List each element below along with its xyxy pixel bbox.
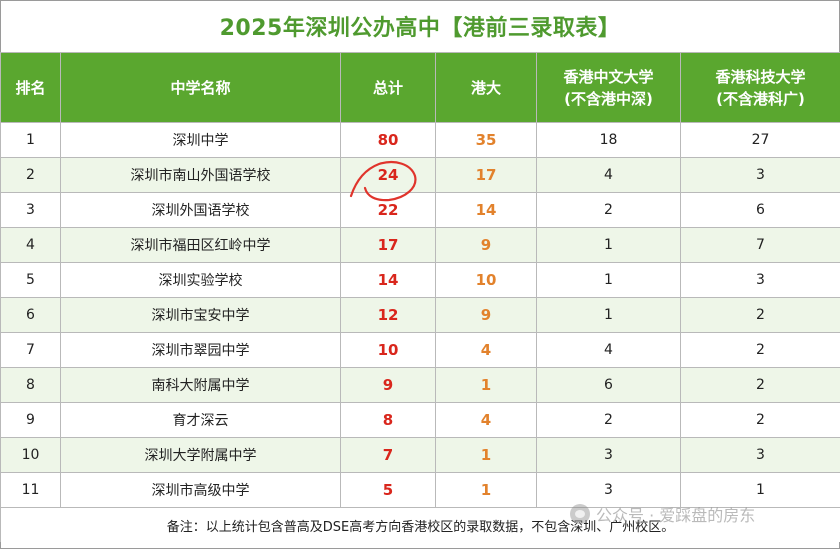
header-row: 排名 中学名称 总计 港大 香港中文大学 (不含港中深) 香港科技大学 (不含港… [0,52,840,123]
hkust-cell: 2 [680,367,840,403]
header-cuhk-line2: (不含港中深) [564,89,653,108]
cuhk-cell: 1 [536,262,681,298]
table-title: 2025年深圳公办高中【港前三录取表】 [219,16,621,41]
school-name-cell: 深圳市翠园中学 [60,332,341,368]
hkust-cell: 2 [680,297,840,333]
rank-cell: 3 [0,192,61,228]
total-cell: 10 [340,332,436,368]
rank-cell: 9 [0,402,61,438]
total-cell: 24 [340,157,436,193]
table-row: 10 深圳大学附属中学 7 1 3 3 [0,437,840,473]
hkust-cell: 27 [680,122,840,158]
cuhk-cell: 1 [536,297,681,333]
school-name-cell: 深圳实验学校 [60,262,341,298]
rank-cell: 10 [0,437,61,473]
hku-cell: 1 [435,367,537,403]
header-school: 中学名称 [60,52,341,123]
cuhk-cell: 4 [536,332,681,368]
header-hkust-line1: 香港科技大学 [715,67,806,86]
header-total: 总计 [340,52,436,123]
hkust-cell: 3 [680,437,840,473]
table-row: 8 南科大附属中学 9 1 6 2 [0,367,840,403]
hkust-cell: 1 [680,472,840,508]
total-cell: 17 [340,227,436,263]
school-name-cell: 深圳市宝安中学 [60,297,341,333]
school-name-cell: 深圳市福田区红岭中学 [60,227,341,263]
rank-cell: 5 [0,262,61,298]
hku-cell: 4 [435,332,537,368]
wechat-icon [570,504,590,524]
rank-cell: 11 [0,472,61,508]
header-rank: 排名 [0,52,61,123]
hku-cell: 9 [435,297,537,333]
hku-cell: 14 [435,192,537,228]
school-name-cell: 育才深云 [60,402,341,438]
rank-cell: 1 [0,122,61,158]
hkust-cell: 6 [680,192,840,228]
cuhk-cell: 3 [536,472,681,508]
total-cell: 12 [340,297,436,333]
hkust-cell: 3 [680,262,840,298]
hkust-cell: 7 [680,227,840,263]
table-row: 4 深圳市福田区红岭中学 17 9 1 7 [0,227,840,263]
hku-cell: 10 [435,262,537,298]
cuhk-cell: 18 [536,122,681,158]
school-name-cell: 深圳市高级中学 [60,472,341,508]
total-cell: 80 [340,122,436,158]
header-hkust-line2: (不含港科广) [716,89,805,108]
header-hku: 港大 [435,52,537,123]
cuhk-cell: 1 [536,227,681,263]
hku-cell: 1 [435,437,537,473]
rank-cell: 7 [0,332,61,368]
hku-cell: 17 [435,157,537,193]
school-name-cell: 深圳市南山外国语学校 [60,157,341,193]
table-row: 11 深圳市高级中学 5 1 3 1 [0,472,840,508]
rank-cell: 2 [0,157,61,193]
school-name-cell: 深圳中学 [60,122,341,158]
cuhk-cell: 3 [536,437,681,473]
watermark: 公众号 · 爱踩盘的房东 [570,502,755,526]
table-body: 1 深圳中学 80 35 18 27 2 深圳市南山外国语学校 24 17 4 3 3 深圳外国语学校 22… [0,122,840,508]
table-row: 5 深圳实验学校 14 10 1 3 [0,262,840,298]
table-row: 7 深圳市翠园中学 10 4 4 2 [0,332,840,368]
school-name-cell: 深圳外国语学校 [60,192,341,228]
hku-cell: 1 [435,472,537,508]
table-row: 9 育才深云 8 4 2 2 [0,402,840,438]
total-cell: 22 [340,192,436,228]
table-row: 2 深圳市南山外国语学校 24 17 4 3 [0,157,840,193]
table-row: 3 深圳外国语学校 22 14 2 6 [0,192,840,228]
total-cell: 5 [340,472,436,508]
cuhk-cell: 4 [536,157,681,193]
rank-cell: 4 [0,227,61,263]
table-note: 备注：以上统计包含普高及DSE高考方向香港校区的录取数据，不包含深圳、广州校区。 [0,507,840,542]
total-cell: 8 [340,402,436,438]
table-row: 6 深圳市宝安中学 12 9 1 2 [0,297,840,333]
watermark-text: 公众号 · 爱踩盘的房东 [596,506,756,525]
header-hkust: 香港科技大学 (不含港科广) [680,52,840,123]
hku-cell: 35 [435,122,537,158]
school-name-cell: 深圳大学附属中学 [60,437,341,473]
header-cuhk-line1: 香港中文大学 [563,67,654,86]
cuhk-cell: 2 [536,192,681,228]
admission-table: 排名 中学名称 总计 港大 香港中文大学 (不含港中深) 香港科技大学 (不含港… [0,52,840,542]
total-cell: 7 [340,437,436,473]
hkust-cell: 2 [680,332,840,368]
school-name-cell: 南科大附属中学 [60,367,341,403]
hku-cell: 9 [435,227,537,263]
note-row: 备注：以上统计包含普高及DSE高考方向香港校区的录取数据，不包含深圳、广州校区。 [0,507,840,542]
hku-cell: 4 [435,402,537,438]
header-cuhk: 香港中文大学 (不含港中深) [536,52,681,123]
rank-cell: 8 [0,367,61,403]
cuhk-cell: 6 [536,367,681,403]
hkust-cell: 3 [680,157,840,193]
cuhk-cell: 2 [536,402,681,438]
table-row: 1 深圳中学 80 35 18 27 [0,122,840,158]
hkust-cell: 2 [680,402,840,438]
rank-cell: 6 [0,297,61,333]
total-cell: 9 [340,367,436,403]
total-cell: 14 [340,262,436,298]
